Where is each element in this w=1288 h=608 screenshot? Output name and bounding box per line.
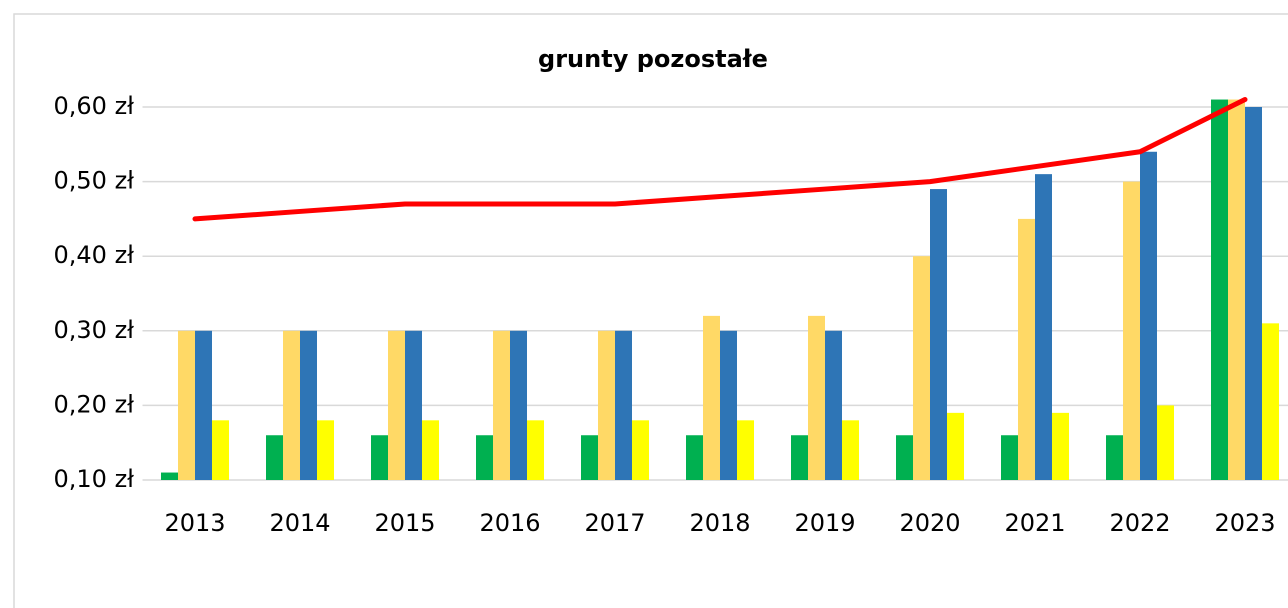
x-tick-label: 2019	[794, 509, 855, 537]
bar	[212, 420, 229, 480]
bar	[317, 420, 334, 480]
bar	[581, 435, 598, 480]
bar	[422, 420, 439, 480]
bar	[1228, 99, 1245, 480]
bar	[161, 472, 178, 480]
bar	[598, 330, 615, 480]
x-tick-label: 2020	[899, 509, 960, 537]
bar	[1123, 181, 1140, 480]
bar	[1140, 151, 1157, 480]
bar	[1001, 435, 1018, 480]
bar	[476, 435, 493, 480]
bar	[1262, 323, 1279, 480]
x-tick-label: 2022	[1109, 509, 1170, 537]
bar	[913, 256, 930, 480]
bar	[1245, 107, 1262, 480]
bar	[737, 420, 754, 480]
bar	[1052, 412, 1069, 480]
bar	[493, 330, 510, 480]
y-tick-label: 0,60 zł	[54, 92, 135, 120]
bar	[371, 435, 388, 480]
bar	[703, 315, 720, 480]
bar	[632, 420, 649, 480]
x-tick-label: 2014	[269, 509, 330, 537]
bar	[615, 330, 632, 480]
y-tick-label: 0,40 zł	[54, 241, 135, 269]
bar	[1018, 218, 1035, 480]
bar	[1157, 405, 1174, 480]
bar	[1106, 435, 1123, 480]
bar	[283, 330, 300, 480]
y-tick-label: 0,30 zł	[54, 316, 135, 344]
line	[192, 97, 1248, 222]
bar	[300, 330, 317, 480]
chart-frame	[13, 13, 1288, 608]
x-tick-label: 2018	[689, 509, 750, 537]
bar	[791, 435, 808, 480]
x-tick-label: 2021	[1004, 509, 1065, 537]
y-tick-label: 0,20 zł	[54, 390, 135, 418]
bar	[842, 420, 859, 480]
bar	[405, 330, 422, 480]
bar	[947, 412, 964, 480]
bar	[178, 330, 195, 480]
x-tick-label: 2015	[374, 509, 435, 537]
bar	[510, 330, 527, 480]
x-tick-label: 2017	[584, 509, 645, 537]
bar	[930, 189, 947, 480]
bar	[896, 435, 913, 480]
bar	[195, 330, 212, 480]
x-tick-label: 2023	[1214, 509, 1275, 537]
bar	[720, 330, 737, 480]
bar	[686, 435, 703, 480]
bar	[825, 330, 842, 480]
bar	[808, 315, 825, 480]
bar	[266, 435, 283, 480]
bar	[1035, 174, 1052, 480]
bar	[1211, 99, 1228, 480]
chart-title: grunty pozostałe	[538, 45, 768, 73]
bar	[388, 330, 405, 480]
y-tick-label: 0,10 zł	[54, 465, 135, 493]
x-tick-label: 2013	[164, 509, 225, 537]
x-tick-label: 2016	[479, 509, 540, 537]
y-tick-label: 0,50 zł	[54, 167, 135, 195]
bar	[527, 420, 544, 480]
